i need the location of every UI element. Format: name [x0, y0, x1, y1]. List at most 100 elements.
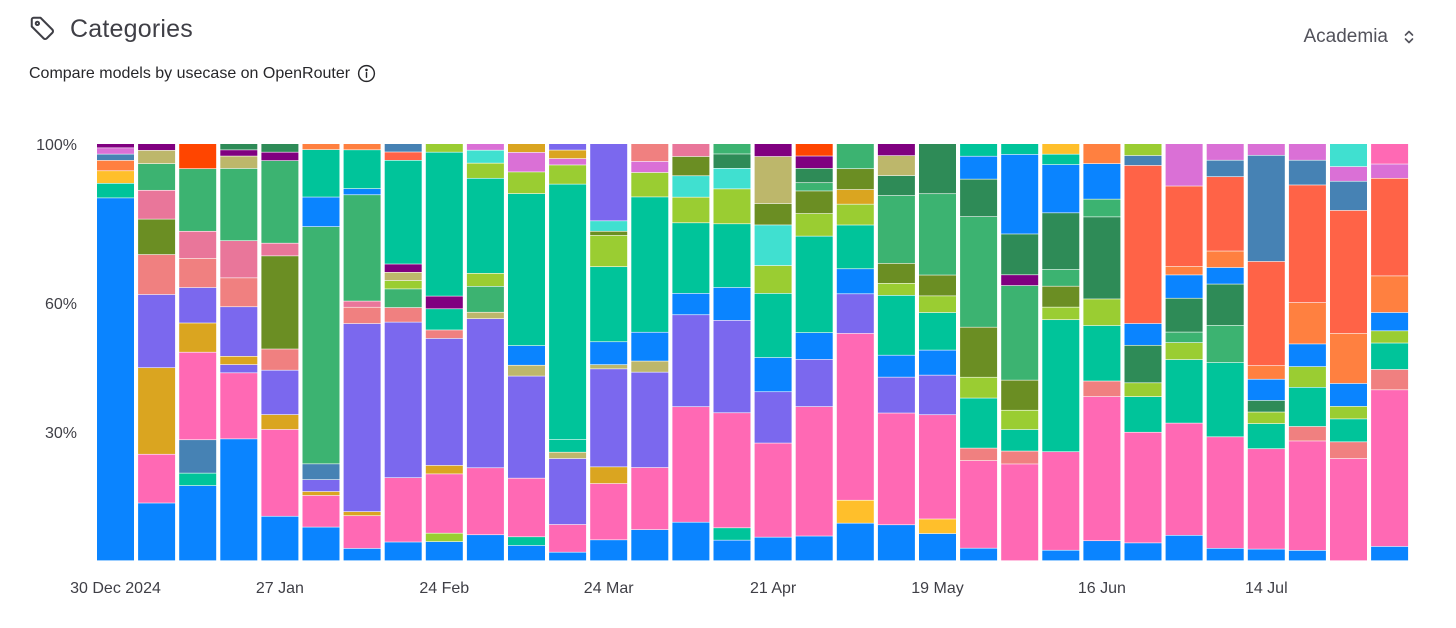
bar-segment[interactable] — [1371, 312, 1409, 331]
bar-segment[interactable] — [1001, 410, 1039, 430]
bar-segment[interactable] — [590, 267, 628, 342]
bar-segment[interactable] — [343, 548, 381, 561]
bar-segment[interactable] — [138, 150, 176, 164]
bar-segment[interactable] — [836, 169, 874, 190]
bar-segment[interactable] — [466, 178, 504, 274]
bar-segment[interactable] — [1165, 298, 1203, 332]
bar-segment[interactable] — [919, 296, 956, 313]
bar-segment[interactable] — [590, 235, 628, 267]
bar-segment[interactable] — [1042, 213, 1080, 270]
bar-segment[interactable] — [795, 536, 833, 561]
bar-segment[interactable] — [836, 225, 874, 269]
bar-segment[interactable] — [1124, 432, 1162, 543]
bar-segment[interactable] — [466, 319, 504, 468]
bar-column[interactable] — [713, 144, 751, 561]
bar-segment[interactable] — [795, 213, 833, 236]
bar-segment[interactable] — [713, 320, 751, 413]
bar-column[interactable] — [261, 144, 299, 561]
bar-segment[interactable] — [1001, 429, 1039, 451]
bar-segment[interactable] — [1371, 178, 1409, 276]
bar-column[interactable] — [1288, 144, 1326, 561]
bar-segment[interactable] — [549, 150, 587, 159]
bar-segment[interactable] — [343, 195, 381, 301]
bar-segment[interactable] — [1371, 276, 1409, 313]
bar-segment[interactable] — [384, 264, 422, 273]
bar-segment[interactable] — [795, 183, 833, 191]
bar-column[interactable] — [1330, 144, 1367, 561]
bar-segment[interactable] — [1083, 325, 1121, 381]
bar-segment[interactable] — [1330, 181, 1367, 211]
bar-segment[interactable] — [631, 467, 669, 530]
bar-segment[interactable] — [97, 144, 134, 148]
bar-segment[interactable] — [713, 168, 751, 189]
bar-segment[interactable] — [590, 144, 628, 221]
bar-segment[interactable] — [795, 236, 833, 333]
bar-column[interactable] — [877, 144, 915, 561]
bar-segment[interactable] — [1083, 199, 1121, 217]
bar-column[interactable] — [631, 144, 669, 561]
bar-segment[interactable] — [261, 349, 299, 370]
bar-segment[interactable] — [672, 144, 710, 157]
bar-segment[interactable] — [1001, 144, 1039, 155]
bar-segment[interactable] — [672, 293, 710, 315]
bar-segment[interactable] — [179, 231, 217, 259]
bar-segment[interactable] — [754, 144, 792, 157]
bar-segment[interactable] — [1330, 333, 1367, 384]
bar-segment[interactable] — [302, 495, 340, 527]
bar-column[interactable] — [302, 144, 340, 561]
bar-segment[interactable] — [631, 172, 669, 197]
bar-column[interactable] — [672, 144, 710, 561]
bar-segment[interactable] — [1042, 320, 1080, 452]
bar-segment[interactable] — [343, 144, 381, 150]
bar-segment[interactable] — [1247, 412, 1285, 424]
bar-segment[interactable] — [384, 152, 422, 160]
bar-segment[interactable] — [631, 197, 669, 332]
bar-segment[interactable] — [795, 191, 833, 214]
bar-segment[interactable] — [1083, 299, 1121, 326]
bar-segment[interactable] — [425, 330, 463, 339]
bar-segment[interactable] — [590, 342, 628, 365]
bar-segment[interactable] — [1042, 154, 1080, 165]
bar-segment[interactable] — [590, 467, 628, 484]
bar-segment[interactable] — [1124, 396, 1162, 432]
bar-segment[interactable] — [1206, 251, 1244, 268]
bar-segment[interactable] — [1124, 543, 1162, 561]
bar-segment[interactable] — [877, 263, 915, 284]
bar-segment[interactable] — [220, 168, 258, 241]
bar-segment[interactable] — [549, 184, 587, 440]
bar-segment[interactable] — [261, 144, 299, 152]
bar-segment[interactable] — [1165, 186, 1203, 267]
bar-segment[interactable] — [836, 294, 874, 334]
bar-column[interactable] — [1371, 144, 1409, 561]
bar-segment[interactable] — [220, 373, 258, 439]
bar-segment[interactable] — [836, 269, 874, 294]
bar-segment[interactable] — [1206, 144, 1244, 160]
bar-segment[interactable] — [261, 256, 299, 349]
bar-segment[interactable] — [795, 156, 833, 169]
bar-segment[interactable] — [1001, 275, 1039, 286]
bar-segment[interactable] — [1124, 165, 1162, 324]
bar-segment[interactable] — [1206, 437, 1244, 549]
bar-column[interactable] — [466, 144, 504, 561]
bar-segment[interactable] — [960, 548, 998, 561]
bar-segment[interactable] — [508, 365, 545, 376]
bar-column[interactable] — [508, 144, 545, 561]
bar-segment[interactable] — [220, 150, 258, 156]
bar-segment[interactable] — [1330, 458, 1367, 561]
bar-column[interactable] — [97, 144, 134, 561]
bar-segment[interactable] — [1165, 144, 1203, 186]
bar-segment[interactable] — [179, 485, 217, 561]
bar-segment[interactable] — [261, 516, 299, 561]
bar-segment[interactable] — [836, 144, 874, 169]
bar-segment[interactable] — [877, 413, 915, 525]
bar-segment[interactable] — [1371, 164, 1409, 178]
bar-segment[interactable] — [302, 464, 340, 480]
bar-segment[interactable] — [1288, 302, 1326, 344]
bar-segment[interactable] — [1001, 451, 1039, 464]
bar-segment[interactable] — [1206, 267, 1244, 284]
bar-segment[interactable] — [960, 216, 998, 327]
bar-segment[interactable] — [590, 369, 628, 467]
bar-segment[interactable] — [754, 293, 792, 358]
bar-segment[interactable] — [672, 197, 710, 223]
bar-segment[interactable] — [1330, 144, 1367, 167]
